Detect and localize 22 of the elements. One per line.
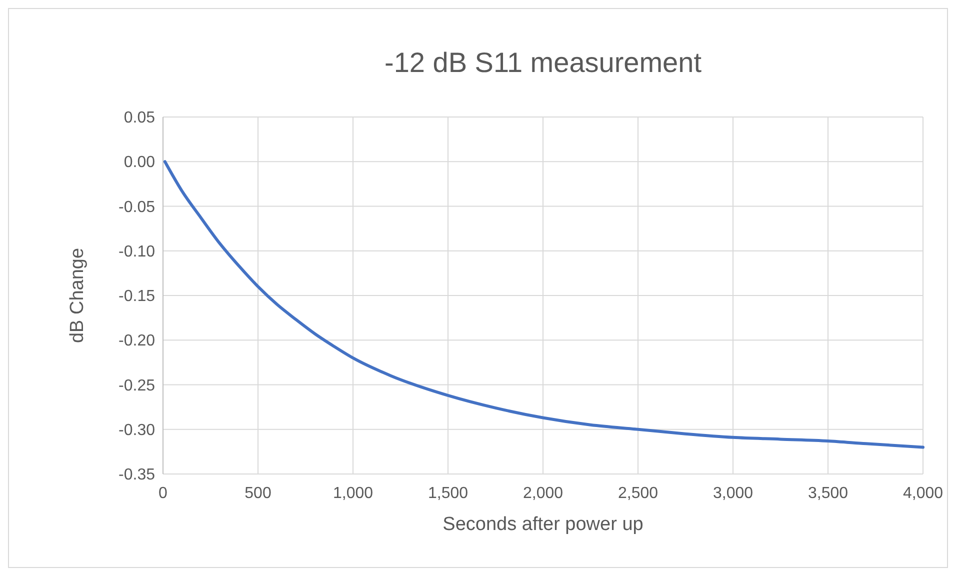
x-tick-label: 1,500: [428, 485, 468, 502]
x-tick-label: 0: [158, 485, 168, 502]
y-tick-label: 0.05: [124, 110, 156, 127]
x-tick-label: 4,000: [902, 485, 944, 502]
x-tick-label: 2,500: [618, 485, 658, 502]
x-tick-label: 500: [244, 485, 272, 502]
x-tick-label: 3,500: [808, 485, 848, 502]
y-tick-label: -0.20: [118, 332, 156, 350]
y-tick-label: -0.15: [118, 288, 156, 306]
y-tick-label: -0.25: [118, 377, 156, 394]
x-tick-label: 3,000: [712, 485, 754, 502]
x-axis-title: Seconds after power up: [442, 514, 644, 535]
y-tick-label: -0.35: [118, 466, 156, 484]
x-tick-label: 1,000: [332, 485, 374, 502]
line-series: [163, 160, 924, 449]
y-axis-title: dB Change: [67, 248, 88, 344]
chart-title: -12 dB S11 measurement: [384, 47, 702, 78]
x-tick-label: 2,000: [522, 485, 564, 502]
y-tick-label: 0.00: [124, 154, 156, 172]
y-tick-label: -0.05: [118, 198, 156, 216]
y-tick-label: -0.10: [118, 243, 156, 260]
y-tick-label: -0.30: [118, 422, 156, 439]
